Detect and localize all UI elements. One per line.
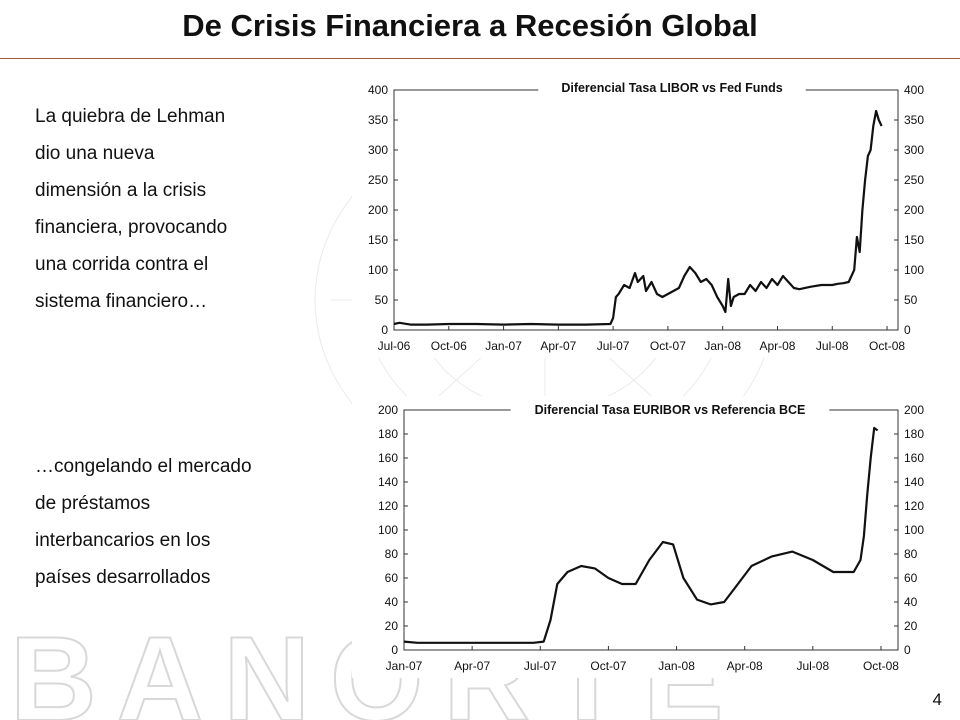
chart-title: Diferencial Tasa EURIBOR vs Referencia B…	[535, 403, 806, 417]
text-line: una corrida contra el	[35, 254, 209, 275]
y-tick-label-right: 60	[904, 571, 918, 585]
y-tick-label-right: 180	[904, 427, 924, 441]
x-tick-label: Apr-07	[454, 659, 490, 673]
x-tick-label: Oct-07	[650, 339, 686, 353]
euribor-chart: 0 0 20 20 40 40 60 60 80 80 100 100 120 120 140 140 160 1…	[352, 396, 958, 678]
y-tick-label-left: 0	[381, 323, 388, 337]
y-tick-label-right: 350	[904, 113, 924, 127]
text-block-lehman: La quiebra de Lehman dio una nueva dimen…	[35, 98, 227, 320]
y-tick-label-right: 0	[904, 323, 911, 337]
y-tick-label-right: 120	[904, 499, 924, 513]
y-tick-label-left: 40	[385, 595, 399, 609]
text-line: sistema financiero…	[35, 291, 208, 312]
page-number: 4	[932, 690, 942, 709]
y-tick-label-right: 150	[904, 233, 924, 247]
y-tick-label-right: 100	[904, 263, 924, 277]
x-tick-label: Apr-07	[540, 339, 576, 353]
y-tick-label-left: 300	[368, 143, 388, 157]
text-line: La quiebra de Lehman	[35, 106, 226, 127]
plot-frame	[403, 409, 899, 651]
y-tick-label-left: 120	[378, 499, 398, 513]
y-tick-label-left: 200	[378, 403, 398, 417]
x-tick-label: Jul-08	[816, 339, 849, 353]
series-line	[393, 109, 883, 326]
x-tick-label: Oct-06	[431, 339, 467, 353]
y-tick-label-left: 80	[385, 547, 399, 561]
text-line: de préstamos	[35, 493, 151, 514]
y-tick-label-left: 60	[385, 571, 399, 585]
x-tick-label: Jul-06	[378, 339, 411, 353]
text-line: dio una nueva	[35, 143, 155, 164]
text-block-interbank: …congelando el mercado de préstamos inte…	[35, 448, 252, 596]
y-tick-label-left: 50	[375, 293, 389, 307]
y-tick-label-right: 100	[904, 523, 924, 537]
x-tick-label: Jan-07	[386, 659, 423, 673]
text-line: interbancarios en los	[35, 530, 211, 551]
chart-title-backdrop	[510, 402, 830, 418]
y-tick-label-left: 100	[378, 523, 398, 537]
y-tick-label-right: 140	[904, 475, 924, 489]
y-tick-label-right: 400	[904, 83, 924, 97]
chart-title: Diferencial Tasa LIBOR vs Fed Funds	[561, 81, 782, 95]
x-tick-label: Apr-08	[759, 339, 795, 353]
x-tick-label: Jan-08	[704, 339, 741, 353]
text-line: financiera, provocando	[35, 217, 228, 238]
euribor-chart-svg: 0 0 20 20 40 40 60 60 80 80 100 100 120 120 140 140 160 1…	[378, 402, 924, 673]
y-tick-label-right: 200	[904, 203, 924, 217]
y-tick-label-right: 50	[904, 293, 918, 307]
x-tick-label: Jul-08	[796, 659, 829, 673]
x-tick-label: Oct-08	[869, 339, 905, 353]
y-tick-label-right: 250	[904, 173, 924, 187]
x-tick-label: Jul-07	[597, 339, 630, 353]
y-tick-label-right: 160	[904, 451, 924, 465]
y-tick-label-left: 400	[368, 83, 388, 97]
x-tick-label: Jan-08	[658, 659, 695, 673]
text-line: …congelando el mercado	[35, 456, 252, 477]
x-tick-label: Jan-07	[485, 339, 522, 353]
text-line: países desarrollados	[35, 567, 211, 588]
slide-title: De Crisis Financiera a Recesión Global	[182, 8, 758, 43]
y-tick-label-left: 350	[368, 113, 388, 127]
title-divider	[0, 58, 960, 59]
y-tick-label-left: 250	[368, 173, 388, 187]
y-tick-label-right: 20	[904, 619, 918, 633]
libor-chart: 0 0 50 50 100 100 150 150 200 200 250 250 300 300 350 3…	[352, 78, 958, 358]
y-tick-label-left: 180	[378, 427, 398, 441]
x-tick-label: Apr-08	[727, 659, 763, 673]
y-tick-label-right: 0	[904, 643, 911, 657]
y-tick-label-left: 150	[368, 233, 388, 247]
y-tick-label-left: 100	[368, 263, 388, 277]
y-tick-label-right: 300	[904, 143, 924, 157]
x-tick-label: Jul-07	[524, 659, 557, 673]
y-tick-label-right: 80	[904, 547, 918, 561]
x-tick-label: Oct-07	[590, 659, 626, 673]
y-tick-label-right: 40	[904, 595, 918, 609]
plot-frame	[393, 89, 899, 331]
text-line: dimensión a la crisis	[35, 180, 207, 201]
chart-title-backdrop	[538, 80, 806, 96]
y-tick-label-left: 20	[385, 619, 399, 633]
y-tick-label-left: 140	[378, 475, 398, 489]
y-tick-label-left: 0	[391, 643, 398, 657]
series-line	[403, 426, 879, 644]
libor-chart-svg: 0 0 50 50 100 100 150 150 200 200 250 250 300 300 350 3…	[368, 80, 924, 353]
x-tick-label: Oct-08	[863, 659, 899, 673]
y-tick-label-left: 160	[378, 451, 398, 465]
y-tick-label-right: 200	[904, 403, 924, 417]
y-tick-label-left: 200	[368, 203, 388, 217]
